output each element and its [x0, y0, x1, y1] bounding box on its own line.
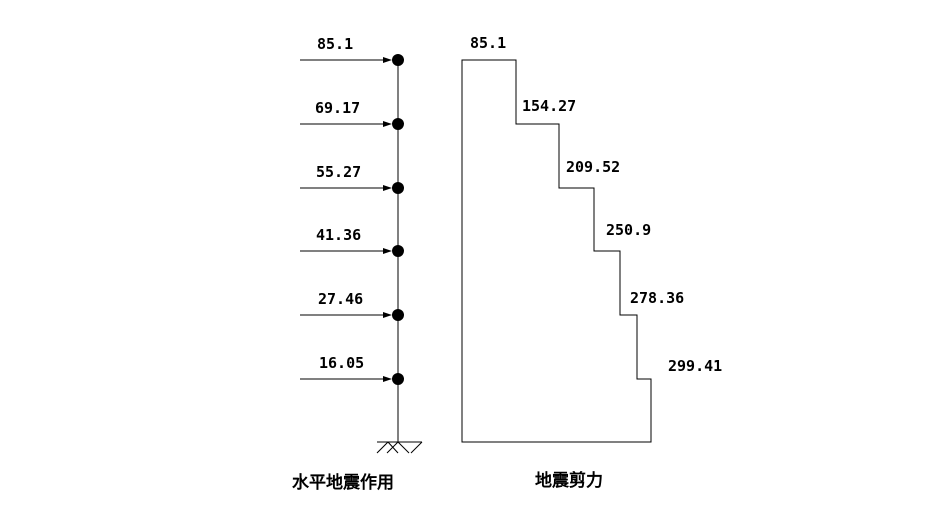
- force-arrow: [300, 57, 392, 63]
- force-arrow: [300, 248, 392, 254]
- force-arrow: [300, 376, 392, 382]
- floor-node: [392, 54, 404, 66]
- floor-node: [392, 373, 404, 385]
- force-label: 16.05: [319, 354, 364, 372]
- support-hatch: [376, 441, 423, 454]
- shear-force-diagram: 85.1 154.27 209.52 250.9 278.36 299.41: [461, 34, 722, 443]
- arrowhead-icon: [383, 57, 392, 63]
- floor-node: [392, 182, 404, 194]
- shear-label: 299.41: [668, 357, 722, 375]
- right-title: 地震剪力: [535, 470, 603, 491]
- arrowhead-icon: [383, 185, 392, 191]
- arrowhead-icon: [383, 376, 392, 382]
- force-label: 69.17: [315, 99, 360, 117]
- force-arrow: [300, 121, 392, 127]
- force-label: 27.46: [318, 290, 363, 308]
- force-label: 41.36: [316, 226, 361, 244]
- shear-label: 154.27: [522, 97, 576, 115]
- force-arrow: [300, 185, 392, 191]
- floor-node: [392, 309, 404, 321]
- left-title: 水平地震作用: [292, 472, 394, 493]
- force-label: 85.1: [317, 35, 353, 53]
- arrowhead-icon: [383, 248, 392, 254]
- shear-outline: [461, 59, 652, 443]
- horizontal-force-diagram: 85.1 69.17 55.27 41.36 27.46 16.05: [300, 35, 423, 454]
- arrowhead-icon: [383, 312, 392, 318]
- arrowhead-icon: [383, 121, 392, 127]
- floor-node: [392, 245, 404, 257]
- floor-node: [392, 118, 404, 130]
- force-arrow: [300, 312, 392, 318]
- shear-label: 85.1: [470, 34, 506, 52]
- shear-label: 250.9: [606, 221, 651, 239]
- shear-label: 209.52: [566, 158, 620, 176]
- shear-label: 278.36: [630, 289, 684, 307]
- force-label: 55.27: [316, 163, 361, 181]
